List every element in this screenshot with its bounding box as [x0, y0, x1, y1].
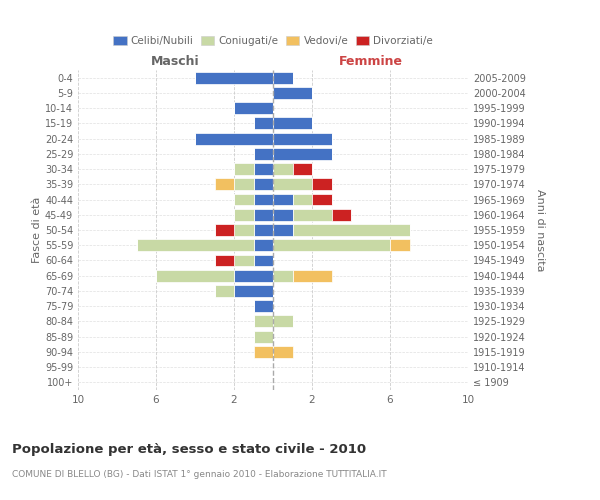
Text: Femmine: Femmine — [338, 54, 403, 68]
Bar — [273, 118, 312, 130]
Bar — [215, 224, 234, 236]
Bar — [195, 72, 273, 84]
Bar — [234, 178, 254, 190]
Text: COMUNE DI BLELLO (BG) - Dati ISTAT 1° gennaio 2010 - Elaborazione TUTTITALIA.IT: COMUNE DI BLELLO (BG) - Dati ISTAT 1° ge… — [12, 470, 386, 479]
Bar — [293, 209, 331, 220]
Bar — [254, 300, 273, 312]
Bar — [254, 194, 273, 205]
Bar — [215, 285, 234, 297]
Bar — [234, 163, 254, 175]
Bar — [234, 285, 273, 297]
Bar — [312, 194, 331, 205]
Bar — [254, 209, 273, 220]
Bar — [293, 194, 312, 205]
Bar — [390, 240, 409, 251]
Bar — [234, 254, 254, 266]
Bar — [234, 194, 254, 205]
Bar — [254, 224, 273, 236]
Legend: Celibi/Nubili, Coniugati/e, Vedovi/e, Divorziati/e: Celibi/Nubili, Coniugati/e, Vedovi/e, Di… — [109, 32, 437, 50]
Bar — [273, 240, 390, 251]
Bar — [254, 163, 273, 175]
Bar — [234, 270, 273, 281]
Y-axis label: Anni di nascita: Anni di nascita — [535, 188, 545, 271]
Text: Maschi: Maschi — [151, 54, 200, 68]
Bar — [254, 178, 273, 190]
Bar — [234, 224, 254, 236]
Bar — [273, 194, 293, 205]
Bar — [254, 316, 273, 328]
Bar — [234, 102, 273, 114]
Bar — [273, 87, 312, 99]
Bar — [254, 148, 273, 160]
Bar — [273, 224, 293, 236]
Bar — [254, 346, 273, 358]
Y-axis label: Fasce di età: Fasce di età — [32, 197, 42, 263]
Bar — [273, 148, 331, 160]
Bar — [273, 270, 293, 281]
Bar — [273, 163, 293, 175]
Bar — [137, 240, 254, 251]
Bar — [273, 316, 293, 328]
Text: Popolazione per età, sesso e stato civile - 2010: Popolazione per età, sesso e stato civil… — [12, 442, 366, 456]
Bar — [254, 330, 273, 342]
Bar — [293, 224, 409, 236]
Bar — [273, 132, 331, 144]
Bar — [215, 254, 234, 266]
Bar — [273, 346, 293, 358]
Bar — [331, 209, 351, 220]
Bar — [215, 178, 234, 190]
Bar — [293, 270, 331, 281]
Bar — [234, 209, 254, 220]
Bar — [254, 254, 273, 266]
Bar — [293, 163, 312, 175]
Bar — [273, 72, 293, 84]
Bar — [195, 132, 273, 144]
Bar — [312, 178, 331, 190]
Bar — [273, 178, 312, 190]
Bar — [273, 209, 293, 220]
Bar — [156, 270, 234, 281]
Bar — [254, 240, 273, 251]
Bar — [254, 118, 273, 130]
